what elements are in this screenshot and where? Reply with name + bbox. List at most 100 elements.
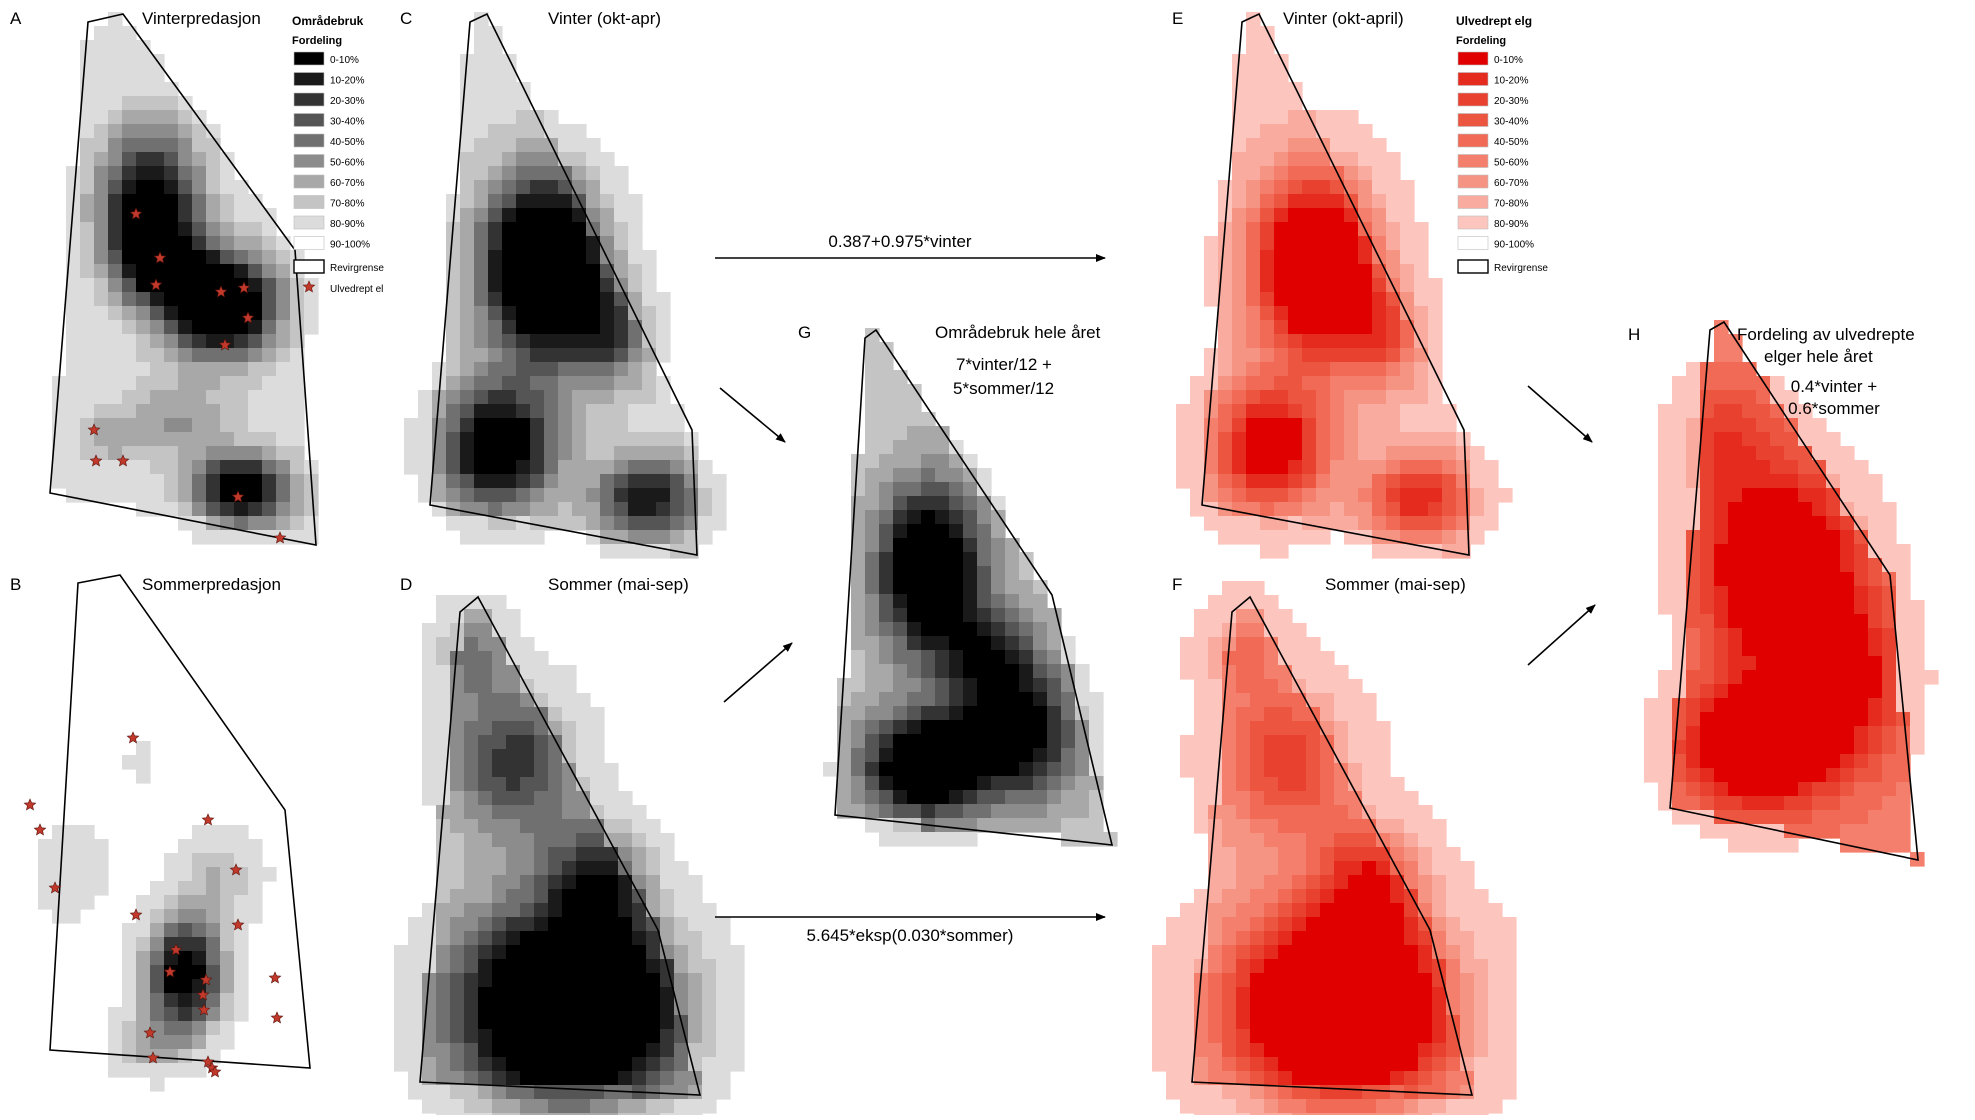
density-cell: [1246, 278, 1261, 293]
density-cell: [1672, 754, 1687, 769]
density-cell: [530, 292, 545, 307]
density-cell: [1260, 502, 1275, 517]
density-cell: [488, 320, 503, 335]
density-cell: [1194, 805, 1209, 820]
density-cell: [506, 833, 521, 848]
density-cell: [604, 1099, 619, 1114]
density-cell: [1488, 1029, 1503, 1044]
density-cell: [604, 861, 619, 876]
arrow-c-to-g: [719, 387, 786, 443]
density-cell: [1176, 432, 1191, 447]
density-cell: [1075, 832, 1090, 847]
density-cell: [122, 418, 137, 433]
density-cell: [206, 460, 221, 475]
density-cell: [837, 776, 852, 791]
density-cell: [1868, 642, 1883, 657]
density-cell: [1047, 748, 1062, 763]
density-cell: [1428, 530, 1443, 545]
density-cell: [488, 306, 503, 321]
density-cell: [422, 749, 437, 764]
density-cell: [1348, 1015, 1363, 1030]
density-cell: [474, 54, 489, 69]
density-cell: [1376, 749, 1391, 764]
density-cell: [464, 1029, 479, 1044]
density-cell: [1019, 762, 1034, 777]
density-cell: [879, 594, 894, 609]
density-cell: [1047, 734, 1062, 749]
density-cell: [66, 362, 81, 377]
density-cell: [516, 502, 531, 517]
density-cell: [1854, 628, 1869, 643]
density-cell: [520, 637, 535, 652]
winter-formula-label: 0.387+0.975*vinter: [828, 232, 972, 251]
density-cell: [1089, 776, 1104, 791]
density-cell: [1400, 250, 1415, 265]
density-cell: [206, 881, 221, 896]
density-cell: [530, 152, 545, 167]
density-cell: [1264, 693, 1279, 708]
density-cell: [1260, 194, 1275, 209]
density-cell: [1376, 721, 1391, 736]
density-cell: [1344, 264, 1359, 279]
density-cell: [670, 516, 685, 531]
density-cell: [1882, 628, 1897, 643]
density-cell: [248, 194, 263, 209]
density-cell: [656, 446, 671, 461]
density-cell: [1232, 460, 1247, 475]
density-cell: [1204, 418, 1219, 433]
density-cell: [136, 138, 151, 153]
density-cell: [851, 580, 866, 595]
density-cell: [234, 1007, 249, 1022]
density-cell: [108, 1049, 123, 1064]
map-panel-f: [1152, 581, 1517, 1120]
density-cell: [674, 931, 689, 946]
density-cell: [1686, 502, 1701, 517]
density-cell: [150, 236, 165, 251]
density-cell: [1658, 474, 1673, 489]
density-cell: [548, 1099, 563, 1114]
density-cell: [921, 734, 936, 749]
density-cell: [262, 432, 277, 447]
density-cell: [1784, 796, 1799, 811]
density-cell: [488, 474, 503, 489]
density-cell: [660, 1099, 675, 1114]
density-cell: [1260, 54, 1275, 69]
density-cell: [1404, 1071, 1419, 1086]
density-cell: [446, 334, 461, 349]
density-cell: [450, 651, 465, 666]
density-cell: [1334, 1057, 1349, 1072]
density-cell: [178, 1035, 193, 1050]
density-cell: [1756, 544, 1771, 559]
density-cell: [1232, 110, 1247, 125]
density-cell: [206, 895, 221, 910]
density-cell: [1190, 404, 1205, 419]
density-cell: [520, 1029, 535, 1044]
density-cell: [460, 516, 475, 531]
density-cell: [1152, 959, 1167, 974]
density-cell: [1278, 959, 1293, 974]
density-cell: [879, 370, 894, 385]
density-cell: [1840, 586, 1855, 601]
density-cell: [108, 236, 123, 251]
density-cell: [865, 622, 880, 637]
density-cell: [1330, 208, 1345, 223]
density-cell: [1302, 446, 1317, 461]
density-cell: [963, 496, 978, 511]
density-cell: [716, 1071, 731, 1086]
density-cell: [502, 82, 517, 97]
density-cell: [492, 749, 507, 764]
density-cell: [1302, 306, 1317, 321]
density-cell: [1362, 693, 1377, 708]
density-cell: [618, 1071, 633, 1086]
density-cell: [1376, 987, 1391, 1002]
density-cell: [642, 530, 657, 545]
density-cell: [1260, 390, 1275, 405]
density-cell: [1728, 488, 1743, 503]
density-cell: [949, 524, 964, 539]
density-cell: [1316, 320, 1331, 335]
density-cell: [502, 292, 517, 307]
density-cell: [921, 594, 936, 609]
density-cell: [1372, 376, 1387, 391]
density-cell: [1400, 348, 1415, 363]
density-cell: [1644, 740, 1659, 755]
